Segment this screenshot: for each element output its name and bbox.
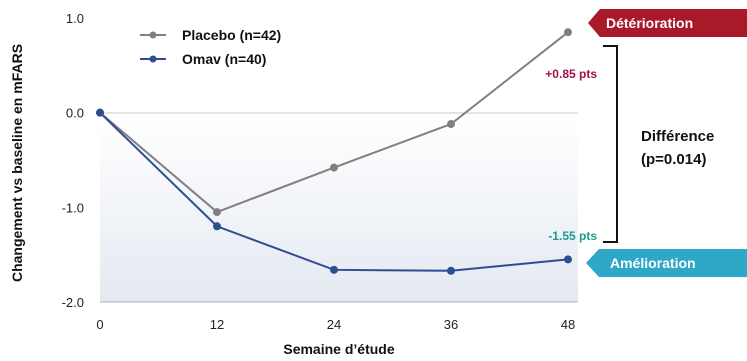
- x-tick-label: 0: [96, 317, 103, 332]
- data-point-omav: [330, 265, 338, 274]
- legend-omav-marker: [149, 55, 157, 63]
- deterioration-banner-label: Détérioration: [606, 15, 693, 31]
- y-tick-label: 1.0: [66, 11, 84, 26]
- legend-placebo-label: Placebo (n=42): [182, 27, 281, 43]
- data-point-omav: [96, 108, 104, 117]
- amelioration-banner: Amélioration: [586, 249, 747, 277]
- y-tick-label: 0.0: [66, 106, 84, 121]
- data-point-placebo: [213, 208, 221, 217]
- data-point-omav: [447, 266, 455, 275]
- data-point-placebo: [447, 120, 455, 129]
- data-point-omav: [564, 255, 572, 264]
- deterioration-banner: Détérioration: [588, 9, 747, 37]
- y-tick-label: -1.0: [62, 200, 84, 215]
- difference-label: Différence: [641, 128, 714, 145]
- data-point-placebo: [564, 28, 572, 37]
- legend-placebo-marker: [149, 31, 157, 39]
- difference-pvalue: (p=0.014): [641, 151, 706, 168]
- x-tick-label: 24: [327, 317, 341, 332]
- data-point-omav: [213, 222, 221, 231]
- difference-bracket: [603, 45, 618, 243]
- y-tick-label: -2.0: [62, 295, 84, 310]
- data-point-placebo: [330, 163, 338, 172]
- x-tick-label: 48: [561, 317, 575, 332]
- omav-end-annotation: -1.55 pts: [548, 229, 597, 243]
- plot-background: [100, 18, 578, 302]
- amelioration-banner-label: Amélioration: [610, 255, 696, 271]
- x-axis-title: Semaine d’étude: [283, 341, 394, 357]
- y-axis-title: Changement vs baseline en mFARS: [9, 44, 25, 282]
- placebo-end-annotation: +0.85 pts: [545, 67, 597, 81]
- legend: Placebo (n=42) Omav (n=40): [140, 27, 281, 67]
- x-tick-label: 36: [444, 317, 458, 332]
- legend-omav-label: Omav (n=40): [182, 51, 266, 67]
- x-tick-label: 12: [210, 317, 224, 332]
